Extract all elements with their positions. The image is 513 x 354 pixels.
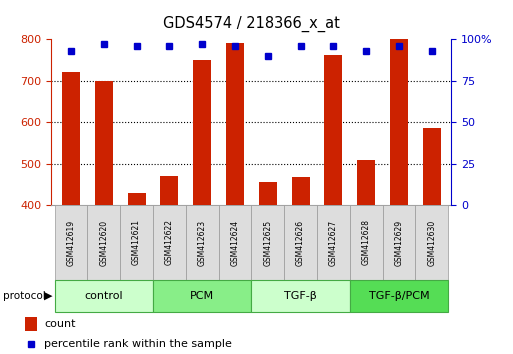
Bar xyxy=(161,176,179,205)
Bar xyxy=(62,72,80,205)
Text: GDS4574 / 218366_x_at: GDS4574 / 218366_x_at xyxy=(163,16,340,32)
Text: GSM412625: GSM412625 xyxy=(263,219,272,266)
Bar xyxy=(350,280,448,312)
Bar xyxy=(153,205,186,280)
Text: count: count xyxy=(44,319,75,329)
Bar xyxy=(416,205,448,280)
Text: TGF-β: TGF-β xyxy=(284,291,317,301)
Bar xyxy=(317,205,350,280)
Text: protocol: protocol xyxy=(3,291,45,301)
Bar xyxy=(390,39,408,205)
Text: GSM412628: GSM412628 xyxy=(362,219,371,266)
Bar xyxy=(193,60,211,205)
Bar xyxy=(324,55,342,205)
Bar xyxy=(251,205,284,280)
Bar xyxy=(357,160,375,205)
Bar xyxy=(284,205,317,280)
Bar xyxy=(25,317,37,331)
Text: control: control xyxy=(85,291,123,301)
Bar xyxy=(54,280,153,312)
Text: GSM412629: GSM412629 xyxy=(394,219,403,266)
Bar xyxy=(128,193,146,205)
Text: GSM412624: GSM412624 xyxy=(230,219,240,266)
Bar xyxy=(350,205,383,280)
Text: GSM412619: GSM412619 xyxy=(67,219,75,266)
Bar xyxy=(95,80,113,205)
Bar xyxy=(423,129,441,205)
Text: TGF-β/PCM: TGF-β/PCM xyxy=(369,291,429,301)
Bar xyxy=(251,280,350,312)
Text: ▶: ▶ xyxy=(44,291,52,301)
Text: PCM: PCM xyxy=(190,291,214,301)
Text: GSM412627: GSM412627 xyxy=(329,219,338,266)
Bar xyxy=(54,205,87,280)
Text: GSM412623: GSM412623 xyxy=(198,219,207,266)
Bar xyxy=(120,205,153,280)
Text: percentile rank within the sample: percentile rank within the sample xyxy=(44,339,232,349)
Text: GSM412620: GSM412620 xyxy=(100,219,108,266)
Bar xyxy=(186,205,219,280)
Bar xyxy=(219,205,251,280)
Bar xyxy=(153,280,251,312)
Text: GSM412626: GSM412626 xyxy=(296,219,305,266)
Bar xyxy=(226,43,244,205)
Bar xyxy=(259,182,277,205)
Text: GSM412621: GSM412621 xyxy=(132,219,141,266)
Bar xyxy=(383,205,416,280)
Bar xyxy=(291,177,309,205)
Bar xyxy=(87,205,120,280)
Text: GSM412630: GSM412630 xyxy=(427,219,436,266)
Text: GSM412622: GSM412622 xyxy=(165,219,174,266)
